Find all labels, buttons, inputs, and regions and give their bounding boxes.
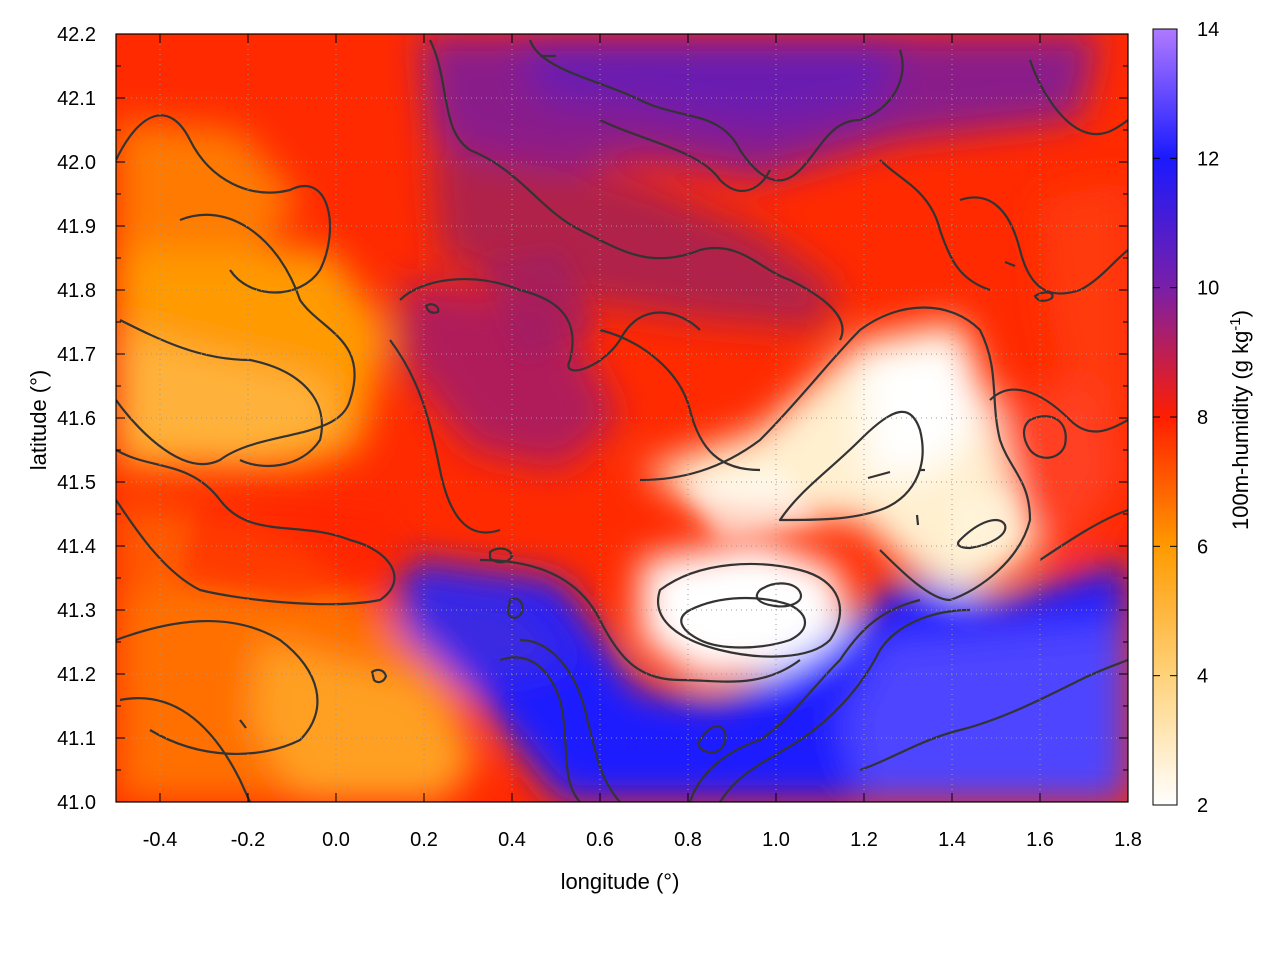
x-tick-label: 1.6 (1026, 829, 1054, 851)
y-tick-label: 41.8 (57, 280, 96, 302)
humidity-contours (116, 39, 1128, 802)
x-tick-label: -0.2 (231, 829, 265, 851)
contour-line (429, 39, 844, 341)
contour-line (719, 608, 971, 802)
contour-line (959, 196, 1128, 295)
x-tick-label: 1.4 (938, 829, 966, 851)
x-tick-label: 0.6 (586, 829, 614, 851)
contour-line (1004, 260, 1016, 268)
y-tick-label: 41.3 (57, 600, 96, 622)
contour-line (680, 596, 807, 649)
contour-line (528, 39, 904, 182)
colorbar-tick-label: 12 (1197, 148, 1219, 170)
colorbar-tick-label: 4 (1197, 666, 1208, 688)
colorbar-tick-label: 2 (1197, 795, 1208, 817)
y-tick-label: 41.2 (57, 664, 96, 686)
colorbar-tick-label: 10 (1197, 278, 1219, 300)
x-axis-title: longitude (°) (561, 869, 680, 894)
y-tick-label: 42.2 (57, 24, 96, 46)
contour-line (688, 598, 921, 802)
contour-line (116, 449, 396, 606)
contour-line (370, 668, 388, 684)
x-tick-label: 1.8 (1114, 829, 1142, 851)
colorbar-title-main: 100m-humidity (g kg (1228, 331, 1253, 530)
contour-line (506, 597, 524, 620)
contour-line (119, 319, 323, 468)
y-axis: 41.0 41.1 41.2 41.3 41.4 41.5 41.6 41.7 41.8 41.9… (57, 24, 1128, 814)
y-tick-label: 41.5 (57, 472, 96, 494)
contour-line (697, 725, 727, 754)
y-tick-label: 41.6 (57, 408, 96, 430)
contour-line (239, 719, 247, 729)
colorbar-title-close: ) (1228, 310, 1253, 317)
contour-line (879, 159, 991, 292)
contour-line (755, 582, 803, 608)
contour-line (389, 339, 501, 534)
grid (116, 34, 1128, 802)
colorbar-title: 100m-humidity (g kg-1) (1227, 310, 1254, 530)
contour-line (399, 278, 701, 372)
x-tick-label: 0.4 (498, 829, 526, 851)
y-tick-label: 41.0 (57, 792, 96, 814)
colorbar-tick-label: 6 (1197, 536, 1208, 558)
x-axis: -0.4 -0.2 0.0 0.2 0.4 0.6 0.8 1.0 1.2 1.4 1.6 1.8 (143, 34, 1142, 851)
x-tick-label: 1.0 (762, 829, 790, 851)
y-tick-label: 41.9 (57, 216, 96, 238)
y-tick-label: 42.0 (57, 152, 96, 174)
y-axis-title: latitude (°) (26, 370, 51, 471)
contour-line (479, 558, 801, 683)
colorbar-title-exponent: -1 (1227, 317, 1244, 330)
contour-line (1022, 415, 1067, 459)
contour-line (859, 658, 1128, 772)
contour-line (915, 514, 920, 526)
contour-line (424, 303, 440, 314)
contour-line (1033, 291, 1054, 302)
y-tick-label: 42.1 (57, 88, 96, 110)
contour-line (778, 410, 924, 522)
colorbar-tick-label: 14 (1197, 19, 1219, 41)
x-tick-label: 0.0 (322, 829, 350, 851)
y-tick-label: 41.4 (57, 536, 96, 558)
contour-line (989, 388, 1128, 433)
contour-line (956, 518, 1007, 550)
y-tick-label: 41.1 (57, 728, 96, 750)
contour-line (116, 620, 319, 756)
contour-line (1039, 508, 1128, 561)
contour-line (499, 656, 581, 802)
contour-line (1028, 59, 1128, 136)
contour-line (639, 306, 1032, 602)
y-tick-label: 41.7 (57, 344, 96, 366)
colorbar-ticks: 2 4 6 8 10 12 14 (1153, 19, 1219, 817)
contour-line (599, 119, 771, 192)
contour-line (657, 562, 842, 658)
contour-line (519, 638, 621, 802)
contour-line (867, 470, 891, 480)
x-tick-label: -0.4 (143, 829, 177, 851)
colorbar-tick-label: 8 (1197, 407, 1208, 429)
contour-line (119, 697, 252, 802)
x-tick-label: 0.2 (410, 829, 438, 851)
contour-line (116, 213, 356, 466)
x-tick-label: 0.8 (674, 829, 702, 851)
contour-line (488, 547, 514, 564)
colorbar: 2 4 6 8 10 12 14 100m-humidity (g kg-1) (1152, 19, 1254, 817)
x-tick-label: 1.2 (850, 829, 878, 851)
contour-line (599, 328, 761, 472)
